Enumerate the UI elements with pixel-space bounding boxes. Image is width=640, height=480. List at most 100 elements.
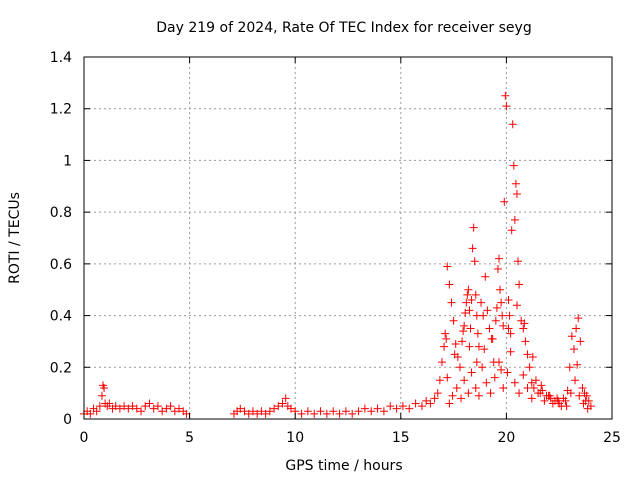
data-point [303, 407, 312, 416]
data-point [527, 378, 536, 387]
data-point [510, 378, 519, 387]
data-point [545, 391, 554, 400]
data-point [478, 363, 487, 372]
chart-title: Day 219 of 2024, Rate Of TEC Index for r… [156, 20, 531, 36]
data-point [474, 391, 483, 400]
data-point [386, 402, 395, 411]
data-point [137, 407, 146, 416]
data-point [471, 383, 480, 392]
data-point [248, 407, 257, 416]
data-point [531, 376, 540, 385]
data-point [506, 347, 515, 356]
data-point [445, 280, 454, 289]
data-point [440, 342, 449, 351]
data-point [523, 383, 532, 392]
data-point [115, 404, 124, 413]
data-point [405, 404, 414, 413]
data-point [132, 404, 141, 413]
data-point [341, 407, 350, 416]
data-point [462, 298, 471, 307]
data-point [472, 358, 481, 367]
data-point [521, 337, 530, 346]
data-point [486, 389, 495, 398]
data-point [537, 381, 546, 390]
data-point [392, 404, 401, 413]
data-point [511, 179, 520, 188]
data-point [565, 363, 574, 372]
data-point [456, 394, 465, 403]
data-point [499, 383, 508, 392]
data-point [493, 265, 502, 274]
data-point [253, 409, 262, 418]
data-point [447, 298, 456, 307]
data-point [261, 409, 270, 418]
data-point [572, 324, 581, 333]
data-point [540, 396, 549, 405]
data-point [467, 296, 476, 305]
data-point [469, 223, 478, 232]
data-point [554, 396, 563, 405]
data-point [460, 321, 469, 330]
x-axis-label: GPS time / hours [285, 458, 402, 474]
data-point [491, 316, 500, 325]
data-point [477, 298, 486, 307]
data-point [468, 244, 477, 253]
data-point [466, 324, 475, 333]
data-point [582, 391, 591, 400]
data-point [497, 365, 506, 374]
data-point [505, 311, 514, 320]
data-point [509, 161, 518, 170]
data-point [329, 407, 338, 416]
data-point [463, 290, 472, 299]
y-tick-label: 0.6 [50, 257, 72, 273]
data-point [485, 324, 494, 333]
data-point [508, 120, 517, 129]
y-tick-label: 0.4 [50, 309, 72, 325]
data-point [398, 402, 407, 411]
data-point [86, 409, 95, 418]
y-tick-label: 1 [63, 153, 72, 169]
y-tick-label: 0.8 [50, 205, 72, 221]
data-point [373, 404, 382, 413]
data-point [512, 190, 521, 199]
data-point [182, 409, 191, 418]
data-point [504, 324, 513, 333]
data-point [433, 389, 442, 398]
data-point [465, 342, 474, 351]
data-point [360, 404, 369, 413]
data-point [515, 280, 524, 289]
data-point [455, 363, 464, 372]
data-point [523, 350, 532, 359]
data-point [474, 342, 483, 351]
data-point [278, 399, 287, 408]
data-point [175, 404, 184, 413]
data-point [461, 308, 470, 317]
data-point [581, 396, 590, 405]
data-point [520, 319, 529, 328]
data-point [437, 358, 446, 367]
data-point [498, 311, 507, 320]
data-point [576, 337, 585, 346]
data-point [514, 257, 523, 266]
data-point [481, 272, 490, 281]
data-point [527, 394, 536, 403]
data-point [548, 399, 557, 408]
x-tick-label: 5 [185, 430, 194, 446]
data-point [145, 399, 154, 408]
grid-lines [84, 57, 612, 419]
data-point [574, 314, 583, 323]
data-point [512, 301, 521, 310]
data-point [270, 404, 279, 413]
data-point [236, 404, 245, 413]
data-point [561, 396, 570, 405]
data-point [519, 371, 528, 380]
data-point [495, 358, 504, 367]
data-point [528, 352, 537, 361]
data-point [515, 389, 524, 398]
data-point [458, 337, 467, 346]
y-tick-label: 1.4 [50, 50, 72, 66]
data-point [490, 373, 499, 382]
data-point [495, 254, 504, 263]
data-point [567, 332, 576, 341]
data-point [120, 402, 129, 411]
